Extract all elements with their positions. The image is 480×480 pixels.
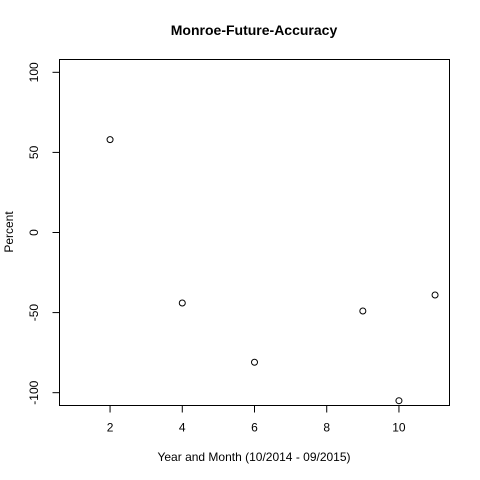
x-tick-label: 2: [107, 421, 114, 435]
y-tick-label: -50: [27, 304, 41, 322]
data-point: [251, 358, 258, 366]
x-axis: 2 4 6 8 10: [107, 405, 406, 435]
y-tick-label: 50: [27, 145, 41, 159]
x-tick-label: 4: [179, 421, 186, 435]
data-point: [106, 136, 114, 144]
x-tick-label: 8: [323, 421, 330, 435]
data-points: [106, 136, 439, 405]
x-tick-label: 6: [251, 421, 258, 435]
x-tick-label: 10: [392, 421, 406, 435]
plot-area: [59, 59, 450, 406]
x-axis-label: Year and Month (10/2014 - 09/2015): [157, 450, 350, 464]
chart-title: Monroe-Future-Accuracy: [171, 22, 338, 38]
data-point: [359, 307, 367, 315]
y-tick-label: -100: [27, 380, 41, 404]
y-axis: -100 -50 0 50 100: [27, 62, 60, 405]
data-point: [431, 291, 439, 299]
data-point: [178, 299, 186, 307]
y-tick-label: 0: [27, 229, 41, 236]
y-tick-label: 100: [27, 62, 41, 82]
y-axis-label: Percent: [2, 211, 16, 253]
data-point: [395, 397, 403, 405]
